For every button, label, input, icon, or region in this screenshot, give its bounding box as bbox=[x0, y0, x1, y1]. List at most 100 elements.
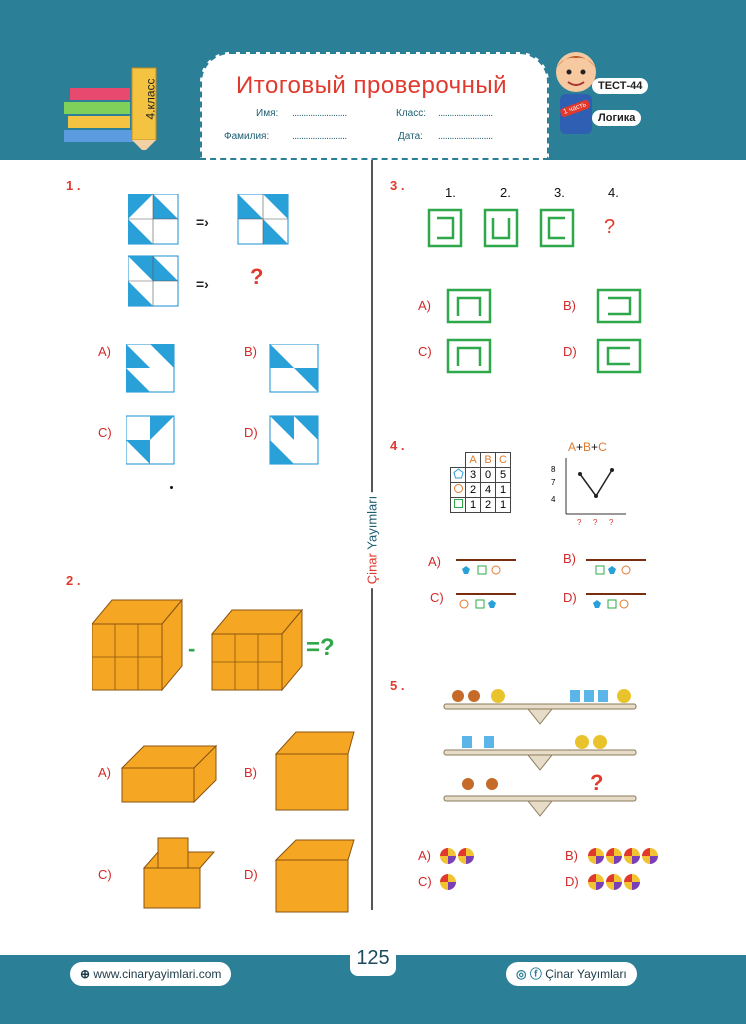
square-icon bbox=[450, 497, 466, 513]
table-cell: 1 bbox=[495, 497, 511, 513]
q2-option-cubes bbox=[120, 731, 355, 913]
q4-option-number-lines bbox=[456, 559, 646, 609]
table-cell: 0 bbox=[480, 467, 496, 483]
table-cell: 1 bbox=[495, 482, 511, 498]
q1-option-b[interactable]: B) bbox=[244, 344, 257, 359]
x-tick-2: ? bbox=[593, 518, 598, 527]
q5-question-mark: ? bbox=[590, 770, 604, 795]
name-field[interactable]: ........................ bbox=[292, 108, 347, 119]
q3-seq-label-1: 1. bbox=[445, 185, 456, 200]
table-cell: 3 bbox=[465, 467, 481, 483]
q4-graph-title: A+B+C bbox=[568, 440, 607, 454]
q2-minus: - bbox=[188, 636, 196, 661]
q4-header-c: C bbox=[495, 452, 511, 468]
books-pencil-icon bbox=[64, 67, 157, 150]
q3-option-c[interactable]: C) bbox=[418, 344, 432, 359]
q4-header-a: A bbox=[465, 452, 481, 468]
beach-ball-icon bbox=[588, 847, 604, 864]
website-link[interactable]: ⊕ www.cinaryayimlari.com bbox=[70, 962, 232, 986]
beach-ball-icon bbox=[588, 873, 604, 890]
facebook-icon: ⓕ bbox=[529, 967, 542, 981]
surname-label: Фамилия: bbox=[224, 131, 270, 142]
q3-seq-label-3: 3. bbox=[554, 185, 565, 200]
q4-header-b: B bbox=[480, 452, 496, 468]
graph-title-c: C bbox=[598, 440, 607, 454]
pentagon-icon bbox=[450, 467, 466, 483]
date-label: Дата: bbox=[398, 131, 423, 142]
question-1-number: 1 . bbox=[66, 178, 81, 193]
question-3-number: 3 . bbox=[390, 178, 405, 193]
surname-field[interactable]: ........................ bbox=[292, 131, 347, 142]
table-cell: 2 bbox=[465, 482, 481, 498]
question-4-number: 4 . bbox=[390, 438, 405, 453]
table-cell: 2 bbox=[480, 497, 496, 513]
stray-dot bbox=[170, 486, 173, 489]
q5-option-c[interactable]: C) bbox=[418, 874, 432, 889]
vertical-brand: Çinar Yayımları bbox=[364, 491, 380, 589]
beach-ball-icon bbox=[440, 873, 456, 890]
x-tick-1: ? bbox=[577, 518, 582, 527]
question-2-number: 2 . bbox=[66, 573, 81, 588]
test-badge: ТЕСТ-44 bbox=[592, 78, 649, 94]
q2-option-a[interactable]: A) bbox=[98, 765, 111, 780]
name-label: Имя: bbox=[256, 108, 279, 119]
q5-option-d[interactable]: D) bbox=[565, 874, 579, 889]
table-cell: 1 bbox=[465, 497, 481, 513]
q3-option-a[interactable]: A) bbox=[418, 298, 431, 313]
graph-title-plus-1: + bbox=[576, 440, 584, 454]
q2-option-b[interactable]: B) bbox=[244, 765, 257, 780]
brand-part-2: Yayımları bbox=[364, 495, 380, 550]
website-text: www.cinaryayimlari.com bbox=[93, 967, 222, 981]
q4-option-d[interactable]: D) bbox=[563, 590, 577, 605]
q3-option-d[interactable]: D) bbox=[563, 344, 577, 359]
q5-option-c-balls bbox=[440, 873, 458, 891]
q1-option-a[interactable]: A) bbox=[98, 344, 111, 359]
table-cell: 5 bbox=[495, 467, 511, 483]
q5-option-b[interactable]: B) bbox=[565, 848, 578, 863]
q5-option-d-balls bbox=[588, 873, 642, 891]
class-field[interactable]: ........................ bbox=[438, 108, 493, 119]
header-card bbox=[200, 52, 549, 160]
subject-badge: Логика bbox=[592, 110, 642, 126]
x-tick-3: ? bbox=[609, 518, 614, 527]
q5-balance-scales bbox=[443, 689, 637, 817]
q3-option-b[interactable]: B) bbox=[563, 298, 576, 313]
graph-title-a: A bbox=[568, 440, 577, 454]
graph-title-plus-2: + bbox=[591, 440, 599, 454]
page-title: Итоговый проверочный bbox=[236, 72, 508, 99]
beach-ball-icon bbox=[606, 847, 622, 864]
q3-seq-label-4: 4. bbox=[608, 185, 619, 200]
brand-part-1: Çinar bbox=[364, 553, 380, 585]
q2-cube-blocks bbox=[92, 598, 304, 692]
q1-option-d[interactable]: D) bbox=[244, 425, 258, 440]
date-field[interactable]: ........................ bbox=[438, 131, 493, 142]
q1-arrow-1: =› bbox=[196, 214, 209, 230]
table-cell: 4 bbox=[480, 482, 496, 498]
beach-ball-icon bbox=[458, 847, 474, 864]
q2-option-c[interactable]: C) bbox=[98, 867, 112, 882]
social-link[interactable]: ◎ ⓕ Çinar Yayımları bbox=[506, 962, 637, 986]
q4-option-a[interactable]: A) bbox=[428, 554, 441, 569]
q1-question-mark: ? bbox=[250, 264, 264, 289]
q3-question-mark: ? bbox=[604, 216, 616, 238]
beach-ball-icon bbox=[624, 873, 640, 890]
q3-seq-label-2: 2. bbox=[500, 185, 511, 200]
q1-option-c[interactable]: C) bbox=[98, 425, 112, 440]
circle-icon bbox=[450, 482, 466, 498]
boy-mascot-icon bbox=[556, 52, 596, 134]
beach-ball-icon bbox=[624, 847, 640, 864]
y-tick-7: 7 bbox=[551, 478, 556, 487]
beach-ball-icon bbox=[642, 847, 658, 864]
q3-sequence-shapes bbox=[427, 208, 575, 248]
beach-ball-icon bbox=[606, 873, 622, 890]
class-label: Класс: bbox=[396, 108, 426, 119]
q4-option-b[interactable]: B) bbox=[563, 551, 576, 566]
q1-arrow-2: =› bbox=[196, 276, 209, 292]
social-text: Çinar Yayımları bbox=[545, 967, 627, 981]
y-tick-8: 8 bbox=[551, 465, 556, 474]
q2-option-d[interactable]: D) bbox=[244, 867, 258, 882]
instagram-icon: ◎ bbox=[516, 967, 527, 981]
q5-option-a[interactable]: A) bbox=[418, 848, 431, 863]
q4-option-c[interactable]: C) bbox=[430, 590, 444, 605]
